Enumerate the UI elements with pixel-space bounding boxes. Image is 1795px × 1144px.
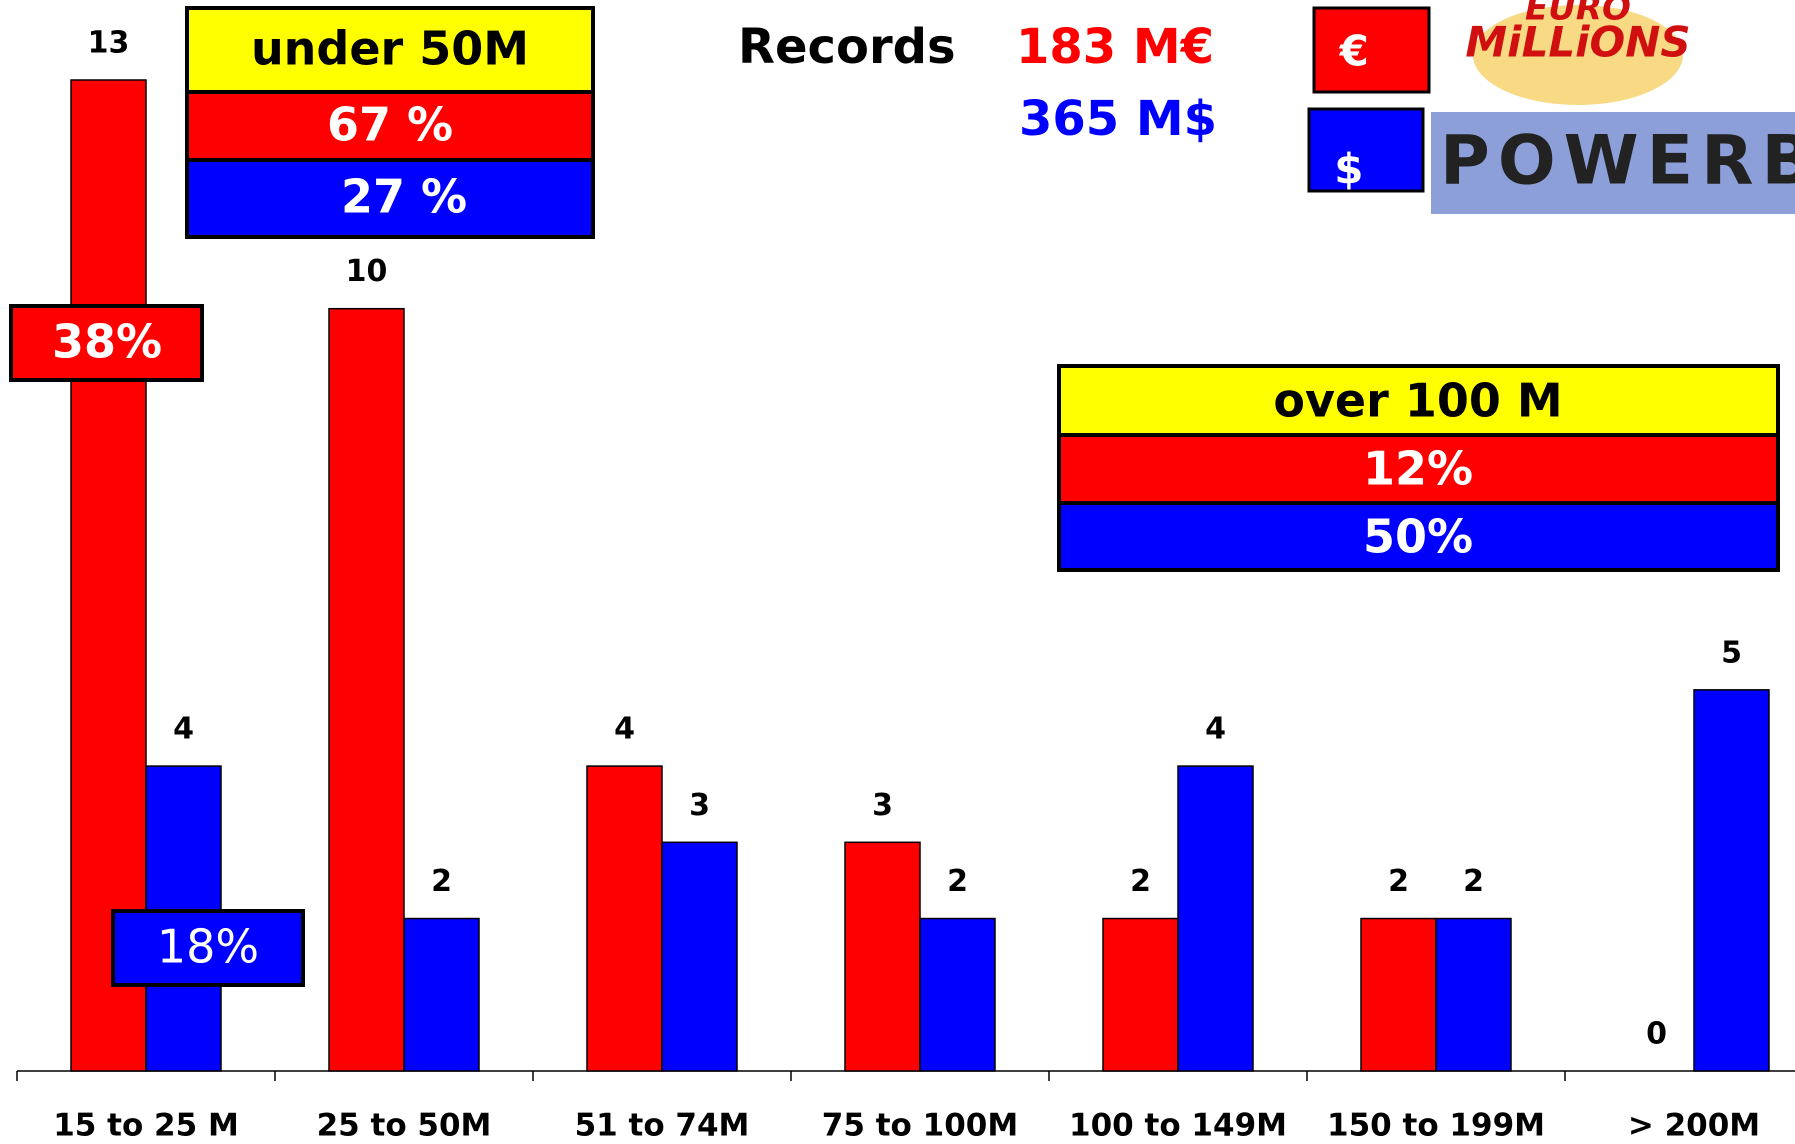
annotation-box [1057, 364, 1780, 437]
legend-swatch [1307, 107, 1425, 193]
value-label: 10 [346, 254, 388, 289]
annotation: 38% [52, 315, 162, 369]
annotation: over 100 M [1273, 374, 1562, 428]
annotation: 27 % [341, 170, 467, 224]
value-label: 2 [1130, 864, 1151, 899]
value-label: 5 [1721, 635, 1742, 670]
annotation: 50% [1363, 510, 1473, 564]
record-euro: 183 M€ [1016, 19, 1214, 75]
legend-swatch [1312, 6, 1431, 94]
x-tick-label: 75 to 100M [822, 1108, 1018, 1144]
bar [70, 79, 147, 1072]
annotation: 67 % [327, 98, 453, 152]
value-label: 2 [1463, 864, 1484, 899]
bar [586, 765, 663, 1072]
annotation: under 50M [251, 22, 529, 76]
annotation-box [185, 6, 595, 94]
value-label: 3 [689, 788, 710, 823]
x-tick-label: 15 to 25 M [53, 1108, 239, 1144]
x-tick-label: 25 to 50M [317, 1108, 492, 1144]
annotation-box [111, 909, 305, 987]
bar [1177, 765, 1254, 1072]
x-tick-label: 51 to 74M [575, 1108, 750, 1144]
annotation-box [9, 304, 204, 382]
value-label: 2 [1388, 864, 1409, 899]
bar [328, 307, 405, 1072]
value-label: 2 [947, 864, 968, 899]
annotation-box [185, 90, 595, 162]
x-tick-label: 150 to 199M [1327, 1108, 1545, 1144]
value-label: 13 [88, 26, 130, 61]
bar [661, 841, 738, 1072]
logo-text: POWERBA [1440, 122, 1795, 201]
value-label: 4 [614, 712, 635, 747]
x-tick-label: > 200M [1628, 1108, 1760, 1144]
legend-label: € [1339, 27, 1369, 76]
bar [403, 917, 480, 1072]
x-tick-label: 100 to 149M [1069, 1108, 1287, 1144]
legend-label: $ [1334, 145, 1363, 194]
bar [1360, 917, 1437, 1072]
bar [919, 917, 996, 1072]
bar [1693, 689, 1770, 1072]
value-label: 0 [1646, 1017, 1667, 1052]
value-label: 4 [173, 712, 194, 747]
bar [844, 841, 921, 1072]
value-label: 2 [431, 864, 452, 899]
annotation-box [1057, 501, 1780, 572]
value-label: 3 [872, 788, 893, 823]
powerball-logo: POWERBA [1431, 112, 1795, 214]
value-label: 4 [1205, 712, 1226, 747]
record-dollar: 365 M$ [1019, 91, 1217, 147]
records-title: Records [738, 19, 956, 75]
logo-text: MiLLiONS [1465, 18, 1690, 67]
annotation-box [185, 158, 595, 239]
bar [1102, 917, 1179, 1072]
euromillions-logo: EURO MiLLiONS [1465, 0, 1691, 105]
bar [1435, 917, 1512, 1072]
logo-text: EURO [1525, 0, 1631, 29]
annotation: 18% [157, 920, 259, 974]
annotation: 12% [1363, 442, 1473, 496]
